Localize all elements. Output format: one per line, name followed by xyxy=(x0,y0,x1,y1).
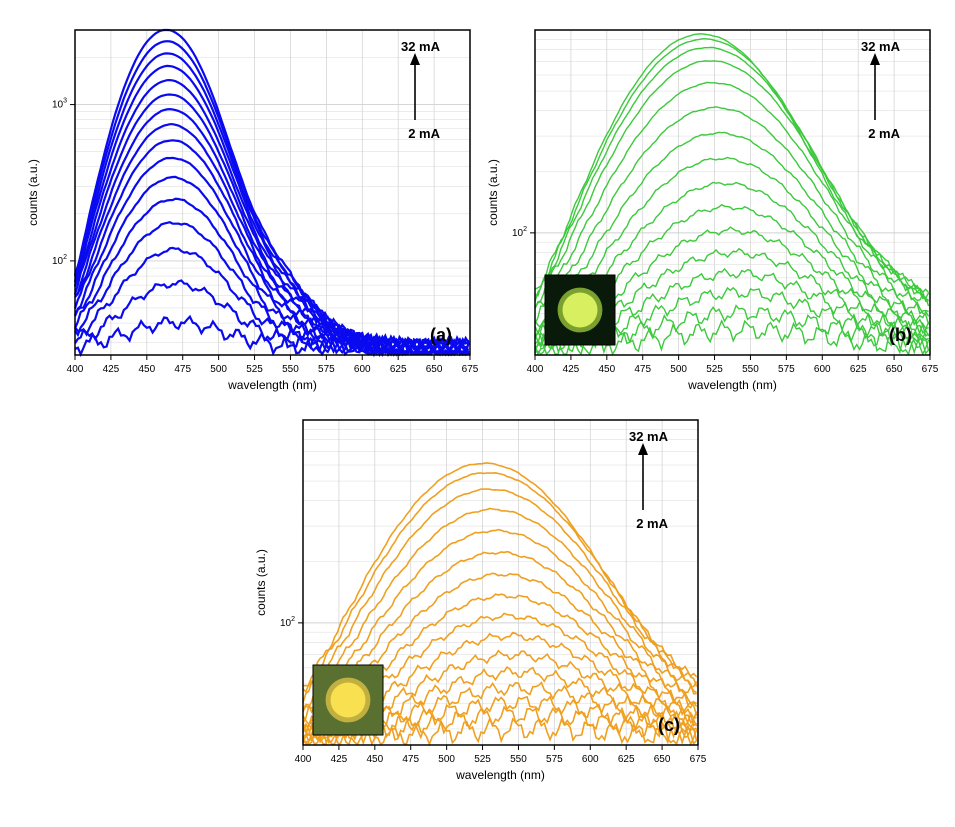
xtick-label: 625 xyxy=(617,754,634,765)
arrow-bottom-label: 2 mA xyxy=(408,126,440,141)
xtick-label: 575 xyxy=(778,364,795,375)
xtick-label: 525 xyxy=(246,364,263,375)
ylabel: counts (a.u.) xyxy=(26,159,40,226)
xtick-label: 600 xyxy=(814,364,831,375)
xtick-label: 550 xyxy=(742,364,759,375)
xtick-label: 450 xyxy=(138,364,155,375)
arrow-bottom-label: 2 mA xyxy=(636,516,668,531)
arrow-bottom-label: 2 mA xyxy=(868,126,900,141)
arrow-top-label: 32 mA xyxy=(401,39,441,54)
xlabel: wavelength (nm) xyxy=(687,378,777,392)
panel-c: 400 425 450 475 500 525 550 575 600 625 650 675 wave… xyxy=(248,410,708,790)
xtick-label: 550 xyxy=(282,364,299,375)
xtick-label: 475 xyxy=(634,364,651,375)
xtick-label: 675 xyxy=(462,364,479,375)
arrow-top-label: 32 mA xyxy=(628,429,668,444)
xtick-label: 500 xyxy=(670,364,687,375)
bottom-row: 400 425 450 475 500 525 550 575 600 625 650 675 wave… xyxy=(20,410,935,790)
ylabel: counts (a.u.) xyxy=(486,159,500,226)
xtick-label: 475 xyxy=(402,754,419,765)
xlabel: wavelength (nm) xyxy=(455,768,545,782)
panel-b: 400 425 450 475 500 525 550 575 600 625 650 675 wave… xyxy=(480,20,940,400)
ylabel: counts (a.u.) xyxy=(254,549,268,616)
xtick-label: 475 xyxy=(174,364,191,375)
xtick-label: 675 xyxy=(689,754,706,765)
xtick-label: 425 xyxy=(330,754,347,765)
xtick-label: 575 xyxy=(318,364,335,375)
xtick-label: 650 xyxy=(426,364,443,375)
xtick-label: 500 xyxy=(438,754,455,765)
figure-container: 400 425 450 475 500 525 550 575 600 625 650 675 wave… xyxy=(20,20,935,790)
arrow-top-label: 32 mA xyxy=(861,39,901,54)
panel-a: 400 425 450 475 500 525 550 575 600 625 650 675 wave… xyxy=(20,20,480,400)
xtick-label: 400 xyxy=(527,364,544,375)
xtick-label: 575 xyxy=(546,754,563,765)
xtick-label: 400 xyxy=(294,754,311,765)
xtick-label: 525 xyxy=(474,754,491,765)
xtick-label: 500 xyxy=(210,364,227,375)
xtick-label: 600 xyxy=(581,754,598,765)
inset-spot xyxy=(563,293,598,328)
xtick-label: 625 xyxy=(850,364,867,375)
panel-label: (c) xyxy=(658,715,680,735)
xtick-label: 650 xyxy=(886,364,903,375)
xtick-label: 625 xyxy=(390,364,407,375)
xtick-label: 675 xyxy=(922,364,939,375)
xtick-label: 525 xyxy=(706,364,723,375)
xlabel: wavelength (nm) xyxy=(227,378,317,392)
xtick-label: 550 xyxy=(510,754,527,765)
panel-label: (a) xyxy=(430,325,452,345)
xtick-label: 450 xyxy=(366,754,383,765)
xtick-label: 425 xyxy=(563,364,580,375)
xtick-label: 400 xyxy=(67,364,84,375)
panel-label: (b) xyxy=(889,325,912,345)
xtick-label: 450 xyxy=(598,364,615,375)
xtick-label: 600 xyxy=(354,364,371,375)
xtick-label: 650 xyxy=(653,754,670,765)
xtick-label: 425 xyxy=(103,364,120,375)
top-row: 400 425 450 475 500 525 550 575 600 625 650 675 wave… xyxy=(20,20,935,400)
inset-spot xyxy=(330,683,365,718)
